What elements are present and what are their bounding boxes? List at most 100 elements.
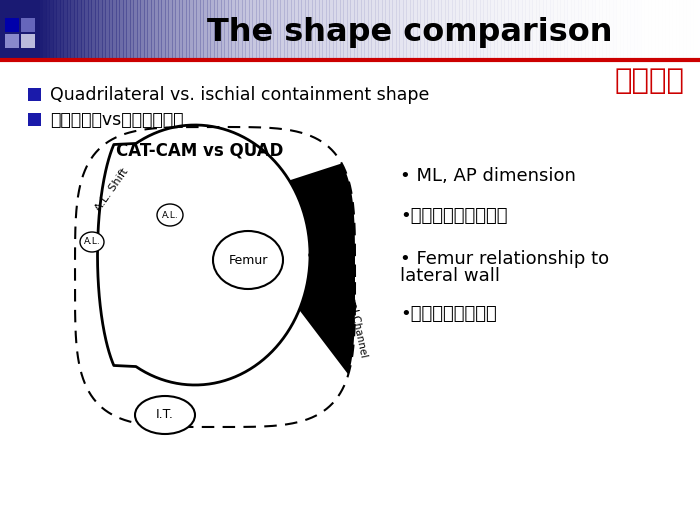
- Text: CAT-CAM vs QUAD: CAT-CAM vs QUAD: [116, 141, 284, 159]
- Bar: [108, 0, 113, 58]
- Bar: [466, 0, 470, 58]
- Bar: [105, 0, 109, 58]
- Bar: [346, 0, 351, 58]
- Bar: [38, 0, 43, 58]
- Bar: [564, 0, 568, 58]
- Bar: [546, 0, 550, 58]
- Bar: [301, 0, 305, 58]
- Bar: [448, 0, 452, 58]
- Bar: [228, 0, 232, 58]
- Bar: [122, 0, 127, 58]
- Bar: [168, 0, 172, 58]
- Text: The shape comparison: The shape comparison: [207, 16, 612, 47]
- Bar: [74, 0, 78, 58]
- Text: • Femur relationship to: • Femur relationship to: [400, 250, 609, 268]
- Polygon shape: [289, 163, 355, 374]
- Text: Mild O.K.C. Femoral Channel: Mild O.K.C. Femoral Channel: [328, 212, 368, 359]
- Bar: [385, 0, 389, 58]
- Bar: [518, 0, 522, 58]
- Bar: [88, 0, 92, 58]
- Bar: [483, 0, 487, 58]
- Bar: [98, 0, 102, 58]
- Bar: [66, 0, 71, 58]
- Bar: [21, 0, 25, 58]
- Bar: [434, 0, 438, 58]
- Bar: [46, 0, 50, 58]
- Bar: [570, 0, 575, 58]
- Bar: [133, 0, 137, 58]
- Bar: [147, 0, 151, 58]
- Bar: [308, 0, 312, 58]
- Bar: [616, 0, 620, 58]
- Bar: [364, 0, 368, 58]
- Bar: [444, 0, 449, 58]
- Bar: [245, 0, 249, 58]
- Bar: [532, 0, 536, 58]
- Bar: [528, 0, 533, 58]
- Bar: [651, 0, 655, 58]
- Bar: [284, 0, 288, 58]
- Bar: [511, 0, 515, 58]
- Bar: [514, 0, 519, 58]
- Bar: [318, 0, 323, 58]
- Bar: [322, 0, 326, 58]
- Bar: [63, 0, 67, 58]
- Bar: [7, 0, 11, 58]
- Bar: [508, 0, 512, 58]
- Bar: [504, 0, 508, 58]
- Bar: [350, 0, 354, 58]
- Bar: [199, 0, 204, 58]
- Bar: [224, 0, 228, 58]
- Bar: [189, 0, 193, 58]
- Bar: [567, 0, 571, 58]
- Bar: [550, 0, 554, 58]
- Bar: [80, 0, 85, 58]
- Text: A.L. Shift: A.L. Shift: [94, 167, 130, 213]
- Bar: [178, 0, 183, 58]
- Bar: [402, 0, 407, 58]
- Bar: [144, 0, 148, 58]
- Bar: [648, 0, 652, 58]
- Bar: [294, 0, 298, 58]
- Bar: [357, 0, 361, 58]
- Ellipse shape: [135, 396, 195, 434]
- Bar: [18, 0, 22, 58]
- Bar: [276, 0, 281, 58]
- Bar: [252, 0, 256, 58]
- Bar: [332, 0, 337, 58]
- Bar: [94, 0, 99, 58]
- Bar: [452, 0, 456, 58]
- Bar: [112, 0, 116, 58]
- Bar: [630, 0, 634, 58]
- Bar: [5, 34, 19, 48]
- Bar: [406, 0, 410, 58]
- Bar: [662, 0, 666, 58]
- Bar: [490, 0, 494, 58]
- Bar: [10, 0, 15, 58]
- Bar: [340, 0, 344, 58]
- Bar: [413, 0, 417, 58]
- Bar: [238, 0, 242, 58]
- Bar: [220, 0, 225, 58]
- Bar: [679, 0, 683, 58]
- Bar: [154, 0, 158, 58]
- Bar: [469, 0, 473, 58]
- Bar: [21, 34, 35, 48]
- Bar: [56, 0, 60, 58]
- Bar: [248, 0, 253, 58]
- Bar: [399, 0, 403, 58]
- Bar: [21, 18, 35, 32]
- Bar: [304, 0, 309, 58]
- Bar: [458, 0, 463, 58]
- Text: 形状比较: 形状比较: [615, 67, 685, 95]
- Bar: [126, 0, 130, 58]
- Bar: [91, 0, 95, 58]
- Bar: [35, 0, 39, 58]
- Bar: [462, 0, 466, 58]
- Bar: [290, 0, 295, 58]
- Bar: [455, 0, 459, 58]
- Bar: [270, 0, 274, 58]
- Bar: [266, 0, 270, 58]
- Bar: [676, 0, 680, 58]
- Bar: [620, 0, 624, 58]
